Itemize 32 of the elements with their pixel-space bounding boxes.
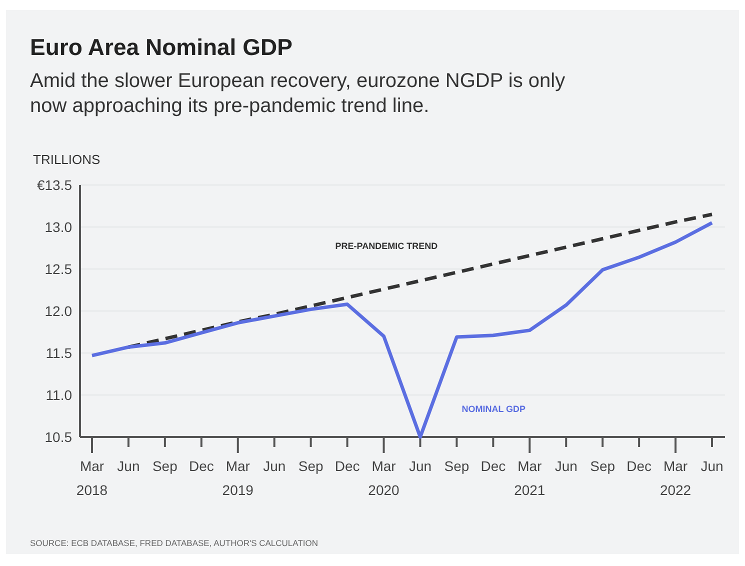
x-tick-label: Mar 2019 (222, 458, 254, 498)
x-tick-label: Jun (408, 458, 432, 474)
x-tick-label: Sep (444, 458, 470, 474)
y-tick-label: 11.0 (46, 387, 72, 403)
y-axis-title: TRILLIONS (33, 152, 101, 167)
x-tick-label: Dec (626, 458, 652, 474)
x-tick-label: Sep (590, 458, 616, 474)
chart-title: Euro Area Nominal GDP (30, 34, 292, 60)
text: NOMINAL GDP (462, 404, 526, 414)
y-tick-label: 10.5 (44, 429, 72, 445)
x-tick-label: Mar 2018 (76, 458, 108, 498)
y-tick-label: €13.5 (36, 177, 72, 193)
chart-subtitle: Amid the slower European recovery, eurozone NGDP is only now approaching its pre-pandemic trend line. (30, 70, 566, 117)
y-tick-label: 12.5 (44, 261, 72, 277)
x-tick-label: Jun (554, 458, 578, 474)
x-tick-label: Mar 2021 (514, 458, 546, 498)
y-tick-label: 13.0 (44, 219, 72, 235)
y-tick-label: 12.0 (44, 303, 72, 319)
x-tick-label: Mar 2020 (368, 458, 400, 498)
source-note: SOURCE: ECB DATABASE, FRED DATABASE, AUTHOR'S CALCULATION (30, 538, 318, 548)
text: PRE-PANDEMIC TREND (335, 240, 438, 251)
x-tick-label: Dec (480, 458, 506, 474)
x-tick-label: Jun (700, 458, 724, 474)
x-tick-label: Mar 2022 (660, 458, 692, 498)
line-series (90, 221, 714, 439)
x-tick-label: Sep (298, 458, 324, 474)
x-tick-label: Sep (152, 458, 178, 474)
y-tick-label: 11.5 (46, 345, 72, 361)
x-tick-label: Dec (334, 458, 360, 474)
x-tick-label: Jun (117, 458, 140, 474)
x-tick-label: Jun (263, 458, 286, 474)
x-tick-label: Dec (188, 458, 214, 474)
